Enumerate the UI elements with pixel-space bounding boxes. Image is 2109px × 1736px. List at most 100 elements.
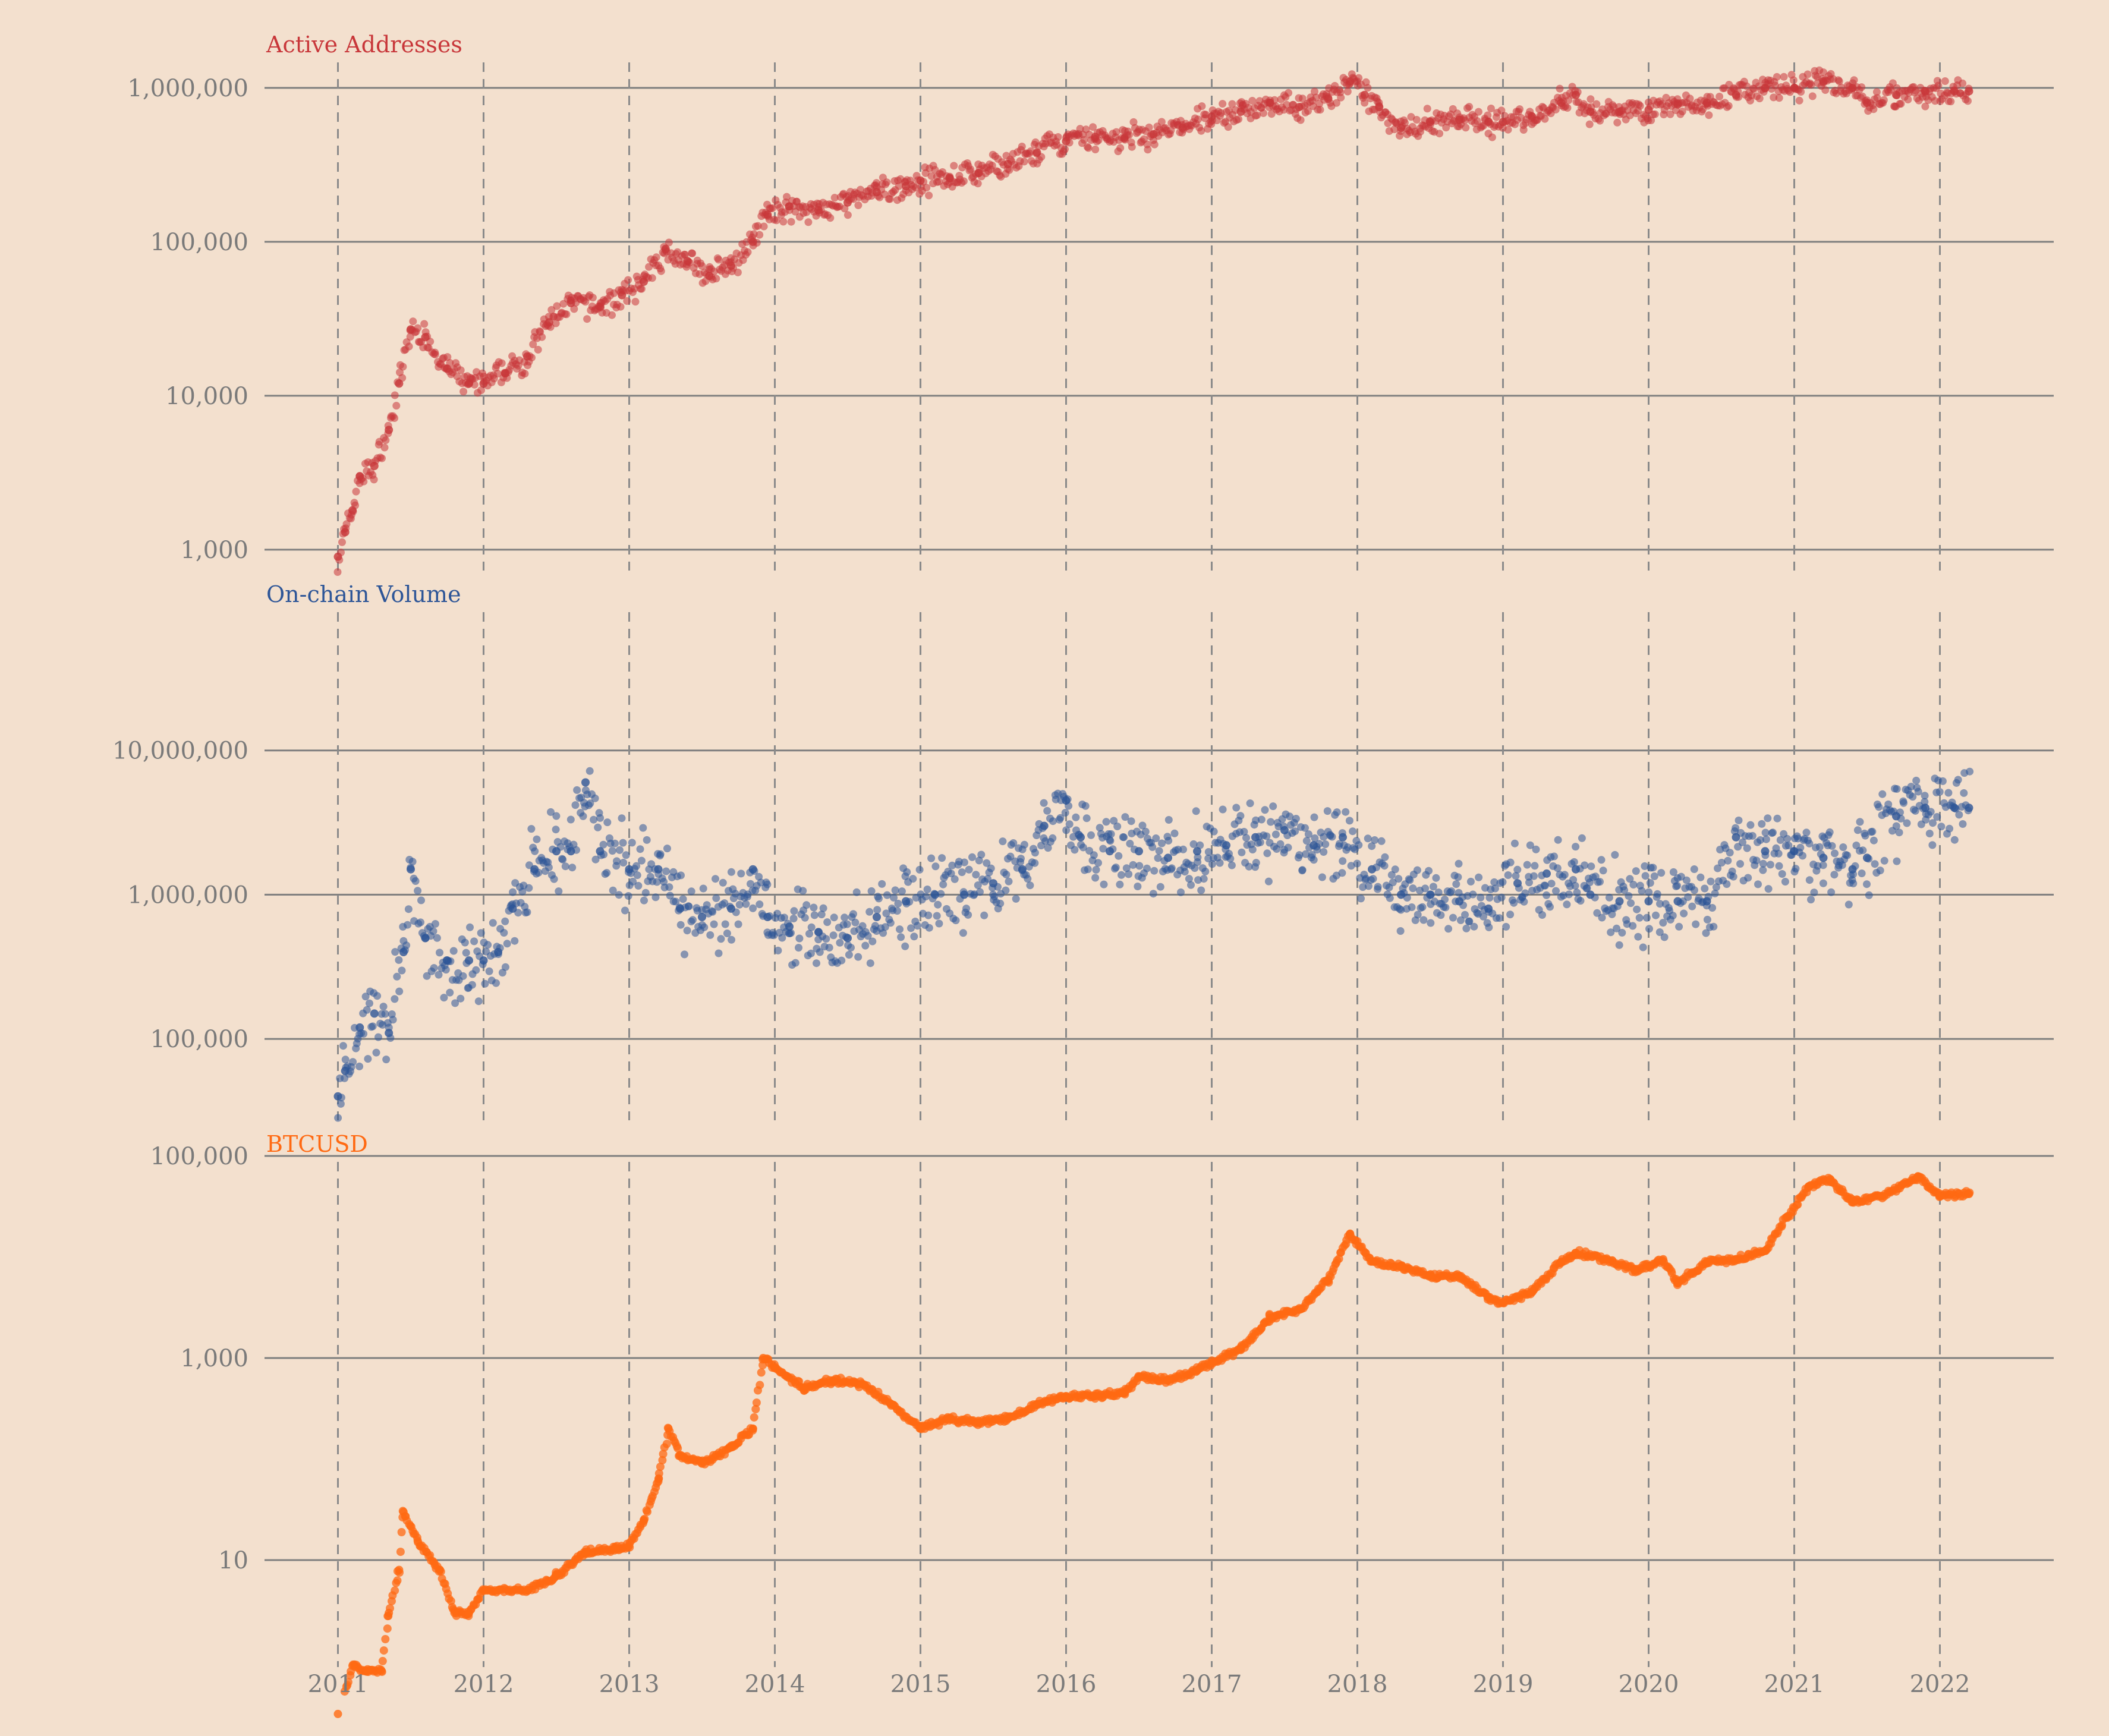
data-point (795, 944, 802, 952)
data-point (1164, 853, 1172, 862)
data-point (882, 909, 890, 918)
data-point (1361, 99, 1369, 107)
data-point (1775, 94, 1783, 102)
data-point (874, 894, 883, 903)
data-point (1506, 858, 1515, 867)
data-point (1950, 804, 1959, 812)
data-point (1232, 804, 1241, 812)
data-point (1552, 887, 1560, 895)
data-point (1758, 820, 1766, 828)
data-point (1761, 1246, 1770, 1255)
data-point (965, 865, 973, 874)
data-point (652, 253, 660, 261)
data-point (1673, 897, 1682, 906)
data-point (1858, 869, 1866, 877)
data-point (1452, 880, 1460, 889)
data-point (1291, 827, 1299, 836)
data-point (1061, 145, 1069, 153)
data-point (566, 298, 575, 307)
data-point (377, 1666, 386, 1675)
x-tick-label: 2015 (890, 1671, 951, 1698)
data-point (570, 305, 578, 313)
data-point (621, 906, 629, 915)
data-point (1089, 123, 1097, 131)
data-point (807, 923, 816, 931)
data-point (779, 218, 788, 226)
data-point (1474, 108, 1482, 116)
data-point (1625, 892, 1633, 900)
data-point (660, 878, 668, 886)
data-point (610, 1544, 619, 1553)
data-point (1565, 96, 1573, 105)
data-point (1020, 157, 1028, 166)
data-point (1003, 160, 1012, 168)
data-point (752, 1398, 761, 1407)
data-point (1783, 1212, 1792, 1221)
data-point (1484, 904, 1493, 913)
data-point (333, 552, 342, 561)
data-point (500, 929, 508, 937)
data-point (523, 1586, 531, 1595)
data-point (1903, 819, 1911, 827)
data-point (814, 206, 823, 215)
data-point (1759, 859, 1767, 868)
data-point (1246, 799, 1254, 808)
active-addresses-panel: Active Addresses 1,000 10,000 100,000 1,000… (127, 31, 2054, 576)
data-point (1626, 875, 1634, 883)
data-point (1311, 87, 1318, 96)
data-point (1158, 839, 1166, 847)
data-point (1688, 902, 1696, 910)
data-point (980, 911, 989, 919)
x-tick-label: 2017 (1182, 1671, 1242, 1698)
data-point (1145, 123, 1153, 131)
data-point (1020, 840, 1028, 849)
data-point (1389, 878, 1397, 887)
data-point (420, 320, 429, 328)
data-point (521, 370, 529, 378)
data-point (1546, 903, 1554, 911)
data-point (1641, 872, 1650, 880)
data-point (1863, 99, 1871, 107)
data-point (1893, 857, 1901, 865)
data-point (1349, 827, 1357, 836)
data-point (851, 918, 860, 927)
data-point (1807, 81, 1815, 89)
data-point (1191, 864, 1199, 872)
data-point (1599, 867, 1607, 875)
y-tick-label: 100,000 (150, 1143, 248, 1170)
data-point (1799, 852, 1806, 860)
data-point (1756, 836, 1764, 844)
data-point (1302, 850, 1310, 858)
data-point (1338, 869, 1346, 877)
data-point (1656, 900, 1664, 908)
data-point (1865, 891, 1873, 899)
on-chain-volume-title: On-chain Volume (266, 581, 461, 607)
data-point (603, 818, 612, 827)
data-point (751, 1405, 760, 1413)
data-point (1627, 899, 1635, 908)
data-point (1386, 894, 1394, 902)
data-point (922, 893, 930, 900)
data-point (1541, 115, 1549, 123)
data-point (1156, 883, 1164, 891)
data-point (1484, 111, 1492, 119)
on-chain-volume-panel: On-chain Volume 100,000 1,000,000 10,000,0… (112, 581, 2054, 1122)
data-point (552, 812, 561, 820)
data-point (1264, 877, 1273, 886)
data-point (559, 855, 567, 864)
data-point (987, 864, 995, 872)
data-point (640, 1516, 648, 1524)
data-point (477, 929, 485, 937)
data-point (586, 799, 594, 808)
data-point (632, 862, 641, 870)
data-point (1673, 100, 1682, 109)
data-point (1802, 828, 1811, 837)
data-point (661, 244, 670, 253)
data-point (1636, 102, 1644, 110)
data-point (1475, 873, 1483, 881)
data-point (1318, 873, 1326, 881)
data-point (1197, 127, 1205, 135)
data-point (1157, 118, 1166, 126)
data-point (1843, 851, 1852, 859)
data-point (816, 948, 824, 956)
